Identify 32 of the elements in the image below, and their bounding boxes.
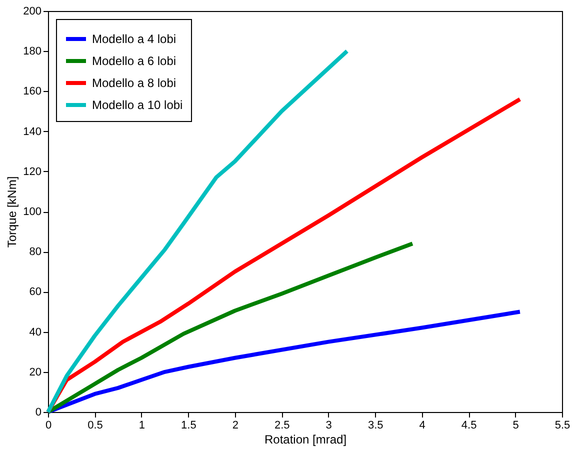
y-axis-title: Torque [kNm]: [5, 176, 20, 248]
legend-label: Modello a 8 lobi: [92, 76, 176, 90]
x-tick-label: 3: [326, 420, 332, 432]
x-tick-label: 0: [45, 420, 52, 432]
y-tick-label: 140: [23, 126, 42, 138]
y-tick-label: 200: [23, 6, 42, 18]
y-tick-label: 40: [29, 326, 42, 338]
x-tick-label: 5: [512, 420, 519, 432]
x-tick-label: 0.5: [88, 420, 103, 432]
x-tick-label: 2: [232, 420, 238, 432]
x-tick-label: 4: [419, 420, 426, 432]
x-tick-label: 5.5: [554, 420, 570, 432]
line-series: [46, 242, 414, 414]
legend-label: Modello a 10 lobi: [92, 98, 183, 112]
line-series: [46, 49, 350, 414]
y-tick-label: 60: [29, 286, 42, 298]
x-axis-title: Rotation [mrad]: [264, 432, 347, 446]
x-tick-label: 1.5: [181, 420, 196, 432]
x-tick-label: 2.5: [274, 420, 290, 432]
y-tick-label: 80: [29, 246, 42, 258]
x-tick-label: 3.5: [368, 420, 384, 432]
legend-label: Modello a 4 lobi: [92, 32, 176, 46]
y-tick-label: 20: [29, 366, 42, 378]
x-tick-label: 4.5: [461, 420, 477, 432]
y-tick-label: 0: [35, 406, 42, 418]
y-tick-label: 180: [23, 46, 42, 58]
y-tick-label: 120: [23, 166, 42, 178]
line-series: [46, 310, 522, 414]
x-tick-label: 1: [138, 420, 146, 432]
legend-label: Modello a 6 lobi: [92, 54, 176, 68]
y-tick-label: 100: [23, 206, 42, 218]
y-tick-label: 160: [23, 86, 42, 98]
